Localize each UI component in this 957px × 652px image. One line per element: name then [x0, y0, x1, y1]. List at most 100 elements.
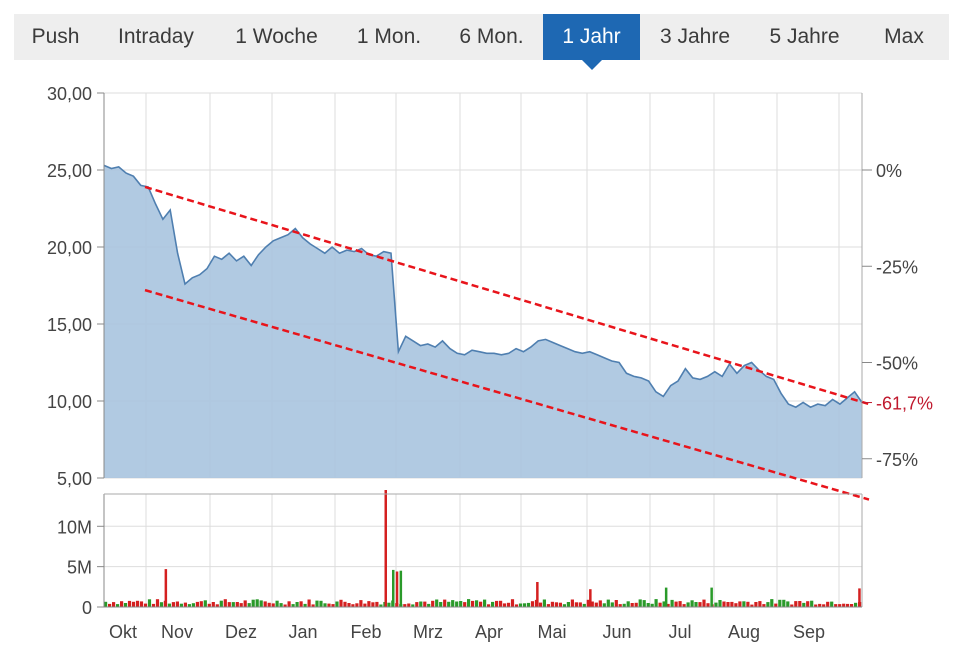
volume-bar	[558, 602, 562, 607]
volume-bar	[315, 600, 319, 607]
volume-bar	[331, 604, 335, 607]
volume-bar	[175, 601, 179, 607]
volume-bar	[123, 603, 128, 607]
volume-bar	[291, 604, 295, 607]
price-y-label-0: 5,00	[57, 469, 92, 489]
x-label-apr: Apr	[475, 622, 503, 642]
volume-bar	[714, 602, 718, 607]
x-label-sep: Sep	[793, 622, 825, 642]
volume-bar	[471, 600, 475, 607]
volume-bar	[459, 601, 463, 607]
volume-bar	[347, 603, 351, 607]
volume-bar	[275, 600, 279, 607]
volume-bar	[538, 602, 543, 607]
volume-bar	[642, 600, 646, 607]
volume-bar	[742, 601, 746, 607]
volume-bar	[271, 603, 275, 607]
volume-bar	[139, 601, 144, 607]
volume-bar	[730, 601, 734, 607]
volume-bar	[626, 601, 630, 607]
volume-bar	[151, 603, 156, 607]
volume-bar	[227, 602, 231, 607]
volume-bar	[798, 601, 802, 607]
tab-push[interactable]: Push	[31, 25, 80, 48]
volume-spike-3	[395, 571, 399, 607]
volume-bar	[491, 601, 495, 607]
volume-bar	[435, 599, 439, 607]
volume-bar	[223, 599, 227, 607]
price-y-label-2: 15,00	[47, 315, 92, 335]
volume-bar	[231, 602, 235, 607]
volume-bar	[818, 603, 822, 607]
tab-1-jahr[interactable]: 1 Jahr	[543, 14, 640, 70]
tab-3-jahre[interactable]: 3 Jahre	[659, 25, 731, 48]
volume-bar	[510, 599, 515, 607]
volume-bar	[514, 604, 519, 607]
tab-max[interactable]: Max	[884, 25, 924, 48]
volume-bar	[726, 602, 730, 607]
tab-6-mon[interactable]: 6 Mon.	[459, 25, 524, 48]
volume-bar	[467, 599, 471, 607]
volume-bar	[239, 603, 243, 607]
volume-bar	[104, 601, 108, 607]
volume-bar	[323, 603, 327, 607]
volume-bar	[802, 602, 806, 607]
volume-spike-0	[164, 569, 168, 607]
volume-bar	[127, 600, 132, 607]
volume-bar	[299, 601, 303, 607]
volume-bar	[618, 604, 622, 607]
volume-bar	[187, 604, 191, 607]
volume-bar	[654, 599, 658, 607]
volume-bar	[363, 603, 367, 607]
volume-bar	[116, 604, 120, 607]
volume-bar	[355, 603, 359, 607]
price-y-label-3: 20,00	[47, 238, 92, 258]
tab-intraday[interactable]: Intraday	[118, 25, 194, 48]
volume-spike-8	[710, 587, 713, 607]
volume-bar	[854, 602, 858, 607]
pct-label-0: 0%	[876, 161, 902, 181]
volume-bar	[120, 601, 124, 607]
volume-bar	[630, 603, 634, 607]
volume-bar	[518, 603, 523, 607]
volume-bar	[295, 602, 299, 607]
volume-bar	[738, 601, 742, 607]
x-label-jan: Jan	[288, 622, 317, 642]
volume-bar	[766, 602, 770, 607]
tab-1-mon[interactable]: 1 Mon.	[356, 25, 422, 48]
volume-bar	[546, 604, 550, 607]
volume-bar	[159, 602, 164, 607]
price-axes: 5,00 10,00 15,00 20,00 25,00 30,00 0% -25% -50% -…	[47, 84, 933, 489]
volume-bar	[343, 601, 347, 607]
volume-bar	[678, 601, 682, 607]
volume-bar	[431, 600, 435, 607]
volume-bar	[570, 599, 574, 607]
volume-bar	[566, 602, 570, 607]
volume-bar	[112, 602, 116, 607]
x-label-jun: Jun	[602, 622, 631, 642]
volume-bar	[283, 604, 287, 607]
volume-bar	[171, 602, 175, 607]
volume-bar	[407, 603, 411, 607]
volume-bar	[846, 603, 850, 607]
volume-bar	[427, 603, 431, 607]
volume-bar	[554, 602, 558, 607]
volume-y-label-2: 10M	[57, 517, 92, 537]
volume-bar	[838, 604, 842, 607]
volume-bar	[682, 604, 686, 607]
tab-5-jahre[interactable]: 5 Jahre	[769, 25, 840, 48]
timeframe-tabbar: Push Intraday 1 Woche 1 Mon. 6 Mon. 1 Ja…	[14, 14, 949, 70]
volume-bar	[287, 601, 291, 607]
volume-bar	[694, 602, 698, 607]
current-change-label: -61,7%	[876, 394, 933, 414]
volume-bar	[487, 604, 491, 607]
x-label-jul: Jul	[668, 622, 691, 642]
volume-bar	[638, 599, 642, 607]
volume-bar	[183, 602, 187, 607]
volume-bar	[319, 600, 323, 607]
volume-bar	[706, 603, 710, 607]
volume-bar	[814, 604, 818, 607]
volume-bar	[746, 601, 750, 607]
tab-1-woche[interactable]: 1 Woche	[235, 25, 318, 48]
volume-bar	[387, 602, 391, 607]
